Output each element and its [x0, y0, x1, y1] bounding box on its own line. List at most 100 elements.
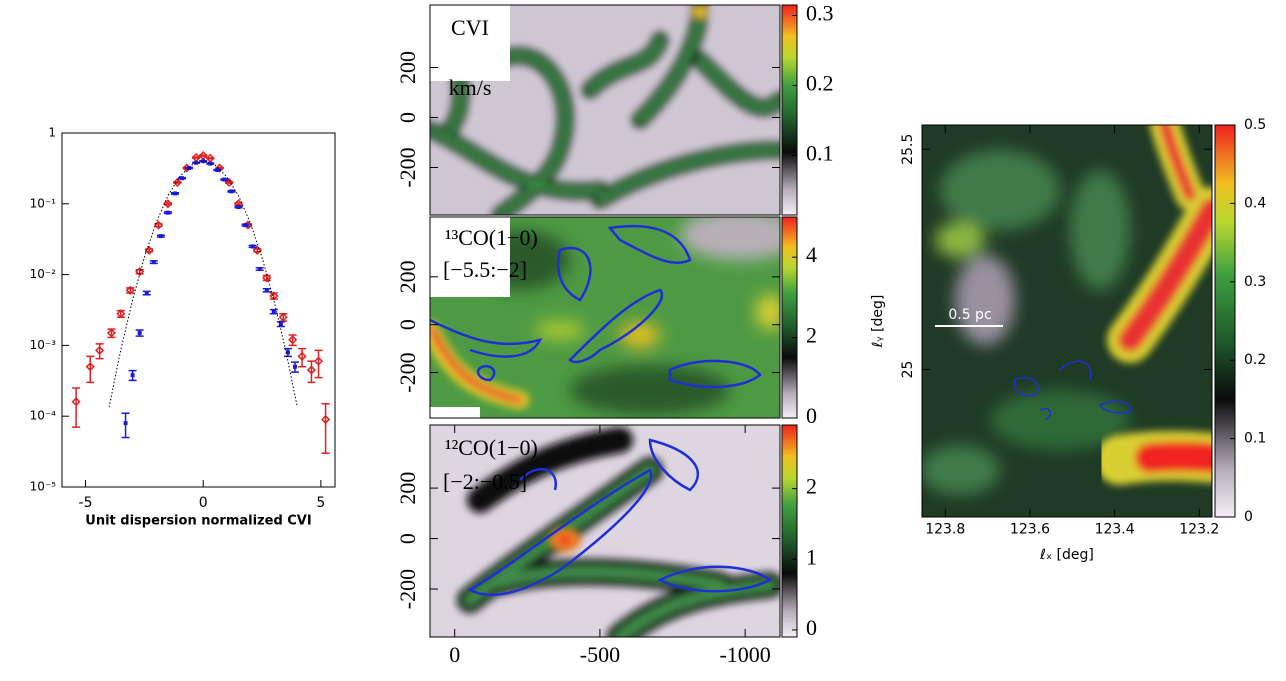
point: [269, 291, 279, 301]
point: [243, 223, 248, 228]
frame: [921, 124, 1213, 518]
y-tick-label: 200: [395, 472, 420, 505]
colorbar-tick-label: 4: [806, 242, 817, 267]
error-bar: [321, 402, 330, 454]
y-tick-label: -200: [395, 352, 420, 392]
error-bar: [72, 387, 81, 428]
error-bar: [121, 412, 130, 439]
point: [262, 273, 272, 283]
point: [278, 322, 283, 327]
point: [144, 290, 149, 295]
point: [215, 168, 220, 173]
colorbar-tick-label: 0.1: [806, 141, 834, 166]
y-axis-label: ℓᵧ [deg]: [870, 295, 886, 349]
point: [172, 191, 177, 196]
y-tick-label: 0: [395, 319, 420, 330]
cvi-zoom-map: [922, 125, 1212, 517]
y-tick-label: 10⁻¹: [30, 196, 57, 210]
annotation: CVI: [451, 15, 489, 40]
colorbar-tick-label: 0.4: [1244, 195, 1266, 211]
colorbar-tick-label: 2: [806, 474, 817, 499]
point: [208, 161, 213, 166]
frame: [61, 132, 336, 488]
point: [125, 285, 135, 295]
colorbar-tick-label: 0.2: [806, 71, 834, 96]
point: [158, 234, 163, 239]
frame: [429, 424, 781, 638]
point: [257, 266, 262, 271]
x-tick-label: 123.2: [1179, 522, 1219, 538]
annotation: 0.5 pc: [948, 307, 991, 323]
point: [187, 166, 192, 171]
point: [229, 189, 234, 194]
colorbar: [1214, 124, 1236, 518]
colorbar-tick-label: 0.1: [1244, 431, 1266, 447]
point: [137, 330, 142, 335]
point: [271, 309, 276, 314]
x-tick-label: -1000: [719, 642, 770, 667]
colorbar-tick-label: 2: [806, 323, 817, 348]
annotation: ¹³CO(1−0): [445, 225, 538, 250]
point: [194, 160, 199, 165]
point: [144, 245, 154, 255]
y-tick-label: 0: [395, 533, 420, 544]
point: [215, 163, 225, 173]
x-tick-label: -5: [79, 495, 93, 511]
error-bar: [307, 360, 316, 384]
y-tick-label: 200: [395, 260, 420, 293]
x-axis-label: Unit dispersion normalized CVI: [85, 514, 311, 529]
x-tick-label: 0: [449, 642, 460, 667]
colorbar: [781, 4, 798, 216]
x-tick-label: 123.4: [1095, 522, 1135, 538]
y-tick-label: 10⁻²: [30, 267, 57, 281]
x-tick-label: -500: [580, 642, 620, 667]
frame: [429, 4, 781, 216]
point: [165, 210, 170, 215]
colorbar-tick-label: 0.2: [1244, 352, 1266, 368]
y-tick-label: 25: [900, 361, 916, 379]
point: [151, 260, 156, 265]
point: [123, 421, 128, 426]
colorbar: [781, 424, 798, 638]
colorbar-tick-label: 0: [806, 403, 817, 428]
annotation: km/s: [449, 75, 492, 100]
x-tick-label: 0: [199, 495, 208, 511]
model-curve: [108, 160, 298, 408]
y-tick-label: 200: [395, 51, 420, 84]
point: [306, 365, 317, 375]
point: [236, 205, 241, 210]
x-tick-label: 123.8: [925, 522, 965, 538]
colorbar-tick-label: 0.3: [1244, 274, 1266, 290]
cvi-map: [430, 5, 780, 215]
point: [313, 356, 324, 366]
x-tick-label: 5: [316, 495, 325, 511]
point: [285, 350, 290, 355]
y-tick-label: 10⁻³: [30, 338, 57, 352]
colorbar-tick-label: 0.5: [1244, 117, 1266, 133]
point: [163, 199, 173, 209]
point: [297, 351, 307, 361]
point: [288, 335, 298, 345]
y-tick-label: 25.5: [900, 134, 916, 165]
point: [292, 364, 297, 369]
point: [264, 288, 269, 293]
point: [85, 362, 95, 372]
12co-map: [430, 425, 780, 637]
y-tick-label: 10⁻⁴: [30, 409, 57, 423]
colorbar-tick-label: 0.3: [806, 1, 834, 26]
y-tick-label: -200: [395, 569, 420, 609]
annotation: [−2:−0.5]: [443, 469, 527, 494]
point: [172, 177, 182, 188]
point: [224, 177, 234, 188]
point: [321, 414, 331, 425]
x-tick-label: 123.6: [1010, 522, 1050, 538]
point: [130, 373, 135, 378]
y-tick-label: -200: [395, 147, 420, 187]
y-tick-label: 10⁻⁵: [30, 480, 57, 494]
point: [222, 177, 227, 182]
frame: [429, 216, 781, 419]
point: [116, 309, 126, 319]
point: [71, 397, 81, 407]
annotation: [−5.5:−2]: [443, 257, 527, 282]
